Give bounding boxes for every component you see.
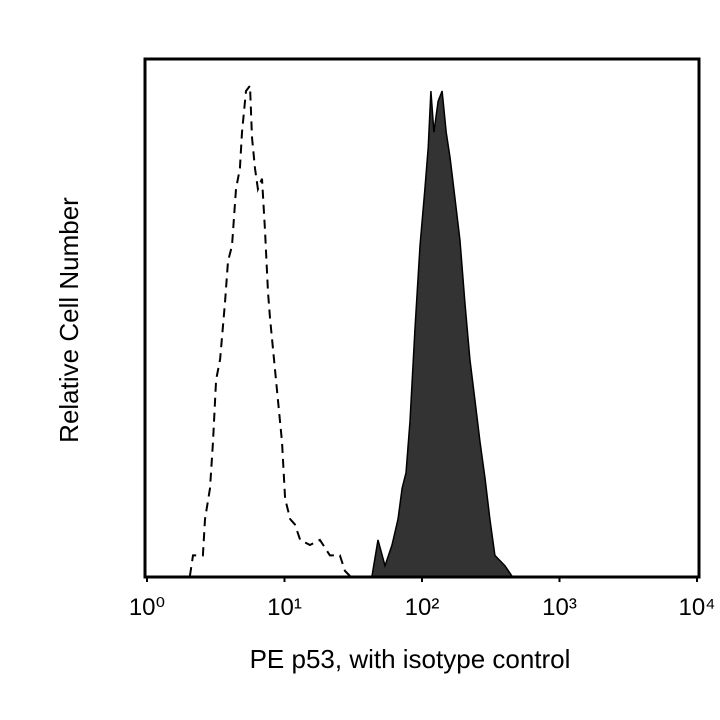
x-tick-label: 10² (405, 594, 440, 621)
x-tick-label: 10⁰ (129, 594, 165, 621)
x-tick-label: 10¹ (267, 594, 302, 621)
histogram-filled (371, 90, 513, 577)
y-axis-label: Relative Cell Number (54, 197, 84, 443)
x-axis-label: PE p53, with isotype control (250, 644, 571, 674)
x-tick-label: 10⁴ (678, 594, 715, 621)
histogram-dashed (188, 82, 351, 577)
x-tick-label: 10³ (542, 594, 577, 621)
